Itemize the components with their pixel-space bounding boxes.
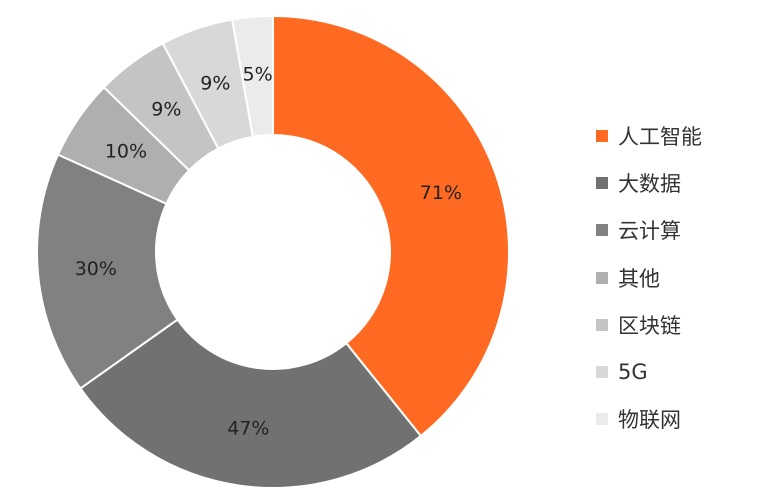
legend-label: 5G (618, 360, 648, 385)
slice-label-人工智能: 71% (420, 182, 462, 204)
slice-label-物联网: 5% (242, 64, 272, 86)
slice-label-大数据: 47% (227, 417, 269, 439)
legend-item-物联网: 物联网 (596, 396, 702, 443)
slice-label-其他: 10% (105, 141, 147, 163)
legend-swatch (596, 318, 608, 331)
legend-label: 大数据 (618, 171, 681, 196)
legend: 人工智能大数据云计算其他区块链 5G 物联网 (596, 112, 702, 443)
legend-swatch (596, 366, 608, 379)
legend-item-区块链: 区块链 (596, 301, 702, 348)
legend-swatch (596, 224, 608, 237)
slice-label-云计算: 30% (75, 258, 117, 280)
legend-item-其他: 其他 (596, 254, 702, 301)
legend-label: 人工智能 (618, 124, 702, 149)
slice-大数据 (79, 318, 423, 489)
slice-云计算 (36, 153, 179, 390)
legend-item-大数据: 大数据 (596, 159, 702, 206)
legend-label: 其他 (618, 266, 660, 291)
legend-swatch (596, 413, 608, 426)
legend-swatch (596, 129, 608, 142)
legend-swatch (596, 176, 608, 189)
legend-label: 云计算 (618, 219, 681, 244)
legend-item-5G: 5G (596, 348, 702, 395)
slice-人工智能 (272, 14, 510, 438)
slice-label-区块链: 9% (151, 98, 181, 120)
legend-label: 物联网 (618, 408, 681, 433)
legend-item-人工智能: 人工智能 (596, 112, 702, 159)
legend-label: 区块链 (618, 313, 681, 338)
legend-item-云计算: 云计算 (596, 207, 702, 254)
legend-swatch (596, 271, 608, 284)
slice-物联网 (231, 14, 274, 138)
slice-label-5G: 9% (200, 73, 230, 95)
